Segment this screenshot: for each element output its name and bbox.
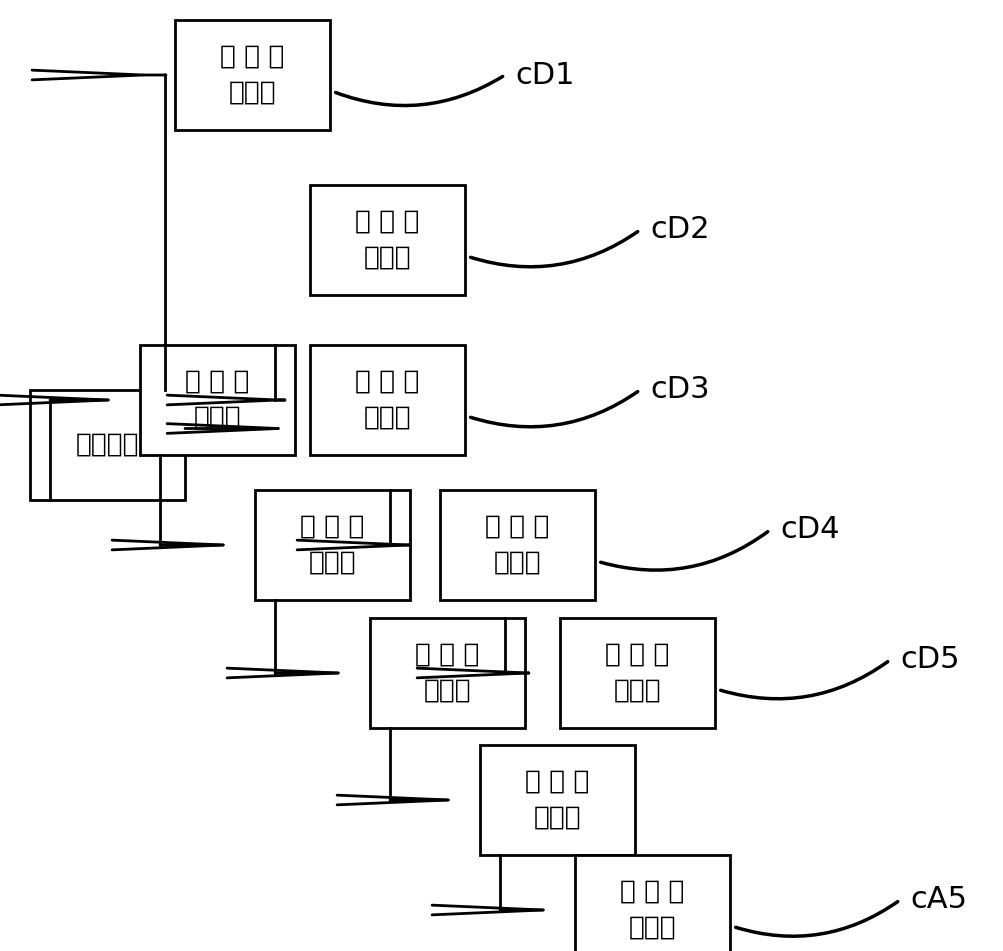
Text: 第 二 低
频分量: 第 二 低 频分量 xyxy=(300,514,364,576)
Bar xyxy=(30,390,185,500)
Text: cD4: cD4 xyxy=(779,515,839,545)
Text: 第 四 低
频分量: 第 四 低 频分量 xyxy=(525,769,589,831)
Text: cD3: cD3 xyxy=(649,376,709,404)
Text: 第 三 高
频分量: 第 三 高 频分量 xyxy=(355,369,419,431)
Bar xyxy=(370,618,525,728)
Text: 第 四 高
频分量: 第 四 高 频分量 xyxy=(484,514,549,576)
Text: cD1: cD1 xyxy=(515,61,574,89)
Bar xyxy=(575,855,729,951)
Bar xyxy=(175,20,330,130)
Bar xyxy=(560,618,714,728)
Text: cD2: cD2 xyxy=(649,216,709,244)
Text: 第 二 高
频分量: 第 二 高 频分量 xyxy=(355,209,419,271)
Bar xyxy=(310,185,464,295)
Text: 第 三 低
频分量: 第 三 低 频分量 xyxy=(415,642,479,704)
Text: cD5: cD5 xyxy=(899,646,959,674)
Text: 第 五 高
频分量: 第 五 高 频分量 xyxy=(605,642,669,704)
Text: 原始波形: 原始波形 xyxy=(75,432,139,458)
Text: 第 一 高
频分量: 第 一 高 频分量 xyxy=(220,44,285,106)
Bar xyxy=(255,490,409,600)
Bar xyxy=(139,345,295,455)
Text: 第 五 低
频分量: 第 五 低 频分量 xyxy=(620,879,684,941)
Bar xyxy=(439,490,595,600)
Bar xyxy=(310,345,464,455)
Bar xyxy=(479,745,634,855)
Text: cA5: cA5 xyxy=(909,885,966,915)
Text: 第 一 低
频分量: 第 一 低 频分量 xyxy=(186,369,250,431)
